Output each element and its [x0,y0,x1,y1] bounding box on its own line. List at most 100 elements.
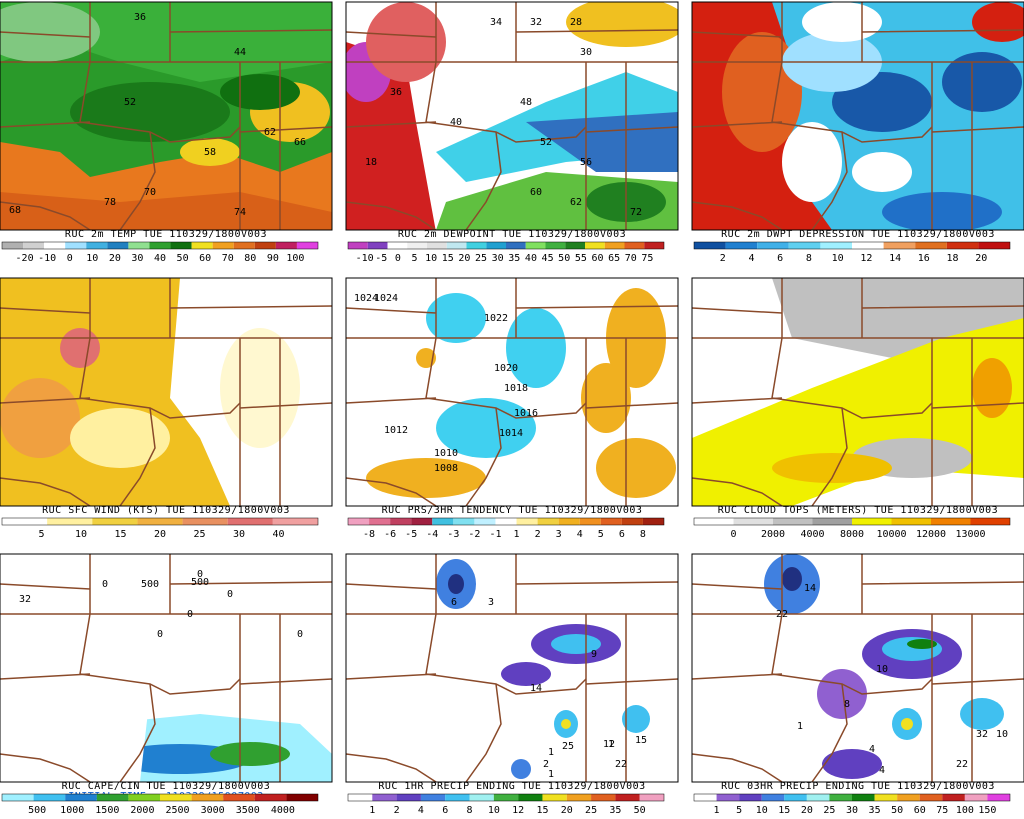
colorbar-swatch [897,794,920,801]
field-blob [972,2,1024,42]
colorbar-swatch [579,518,601,525]
field-region [526,112,678,172]
colorbar-tick-label: 150 [978,805,996,816]
map-label: 10 [996,729,1008,740]
colorbar-swatch [372,794,397,801]
colorbar-tick-label: -6 [384,529,396,540]
colorbar-tick-label: -4 [426,529,438,540]
colorbar-tick-label: 60 [914,805,926,816]
colorbar-swatch [585,242,605,249]
state-border [692,397,783,404]
map-label: 74 [234,207,246,218]
map-label: 6 [451,597,457,608]
colorbar-swatch [445,794,470,801]
colorbar-swatch [852,518,892,525]
map-label: 15 [635,735,647,746]
colorbar-tick-label: 2000 [130,805,154,816]
colorbar-tick-label: 3 [556,529,562,540]
map-label: 3 [488,597,494,608]
colorbar-swatch [600,518,622,525]
colorbar-swatch [852,242,884,249]
colorbar-swatch [883,242,916,249]
field-blob [960,698,1004,730]
colorbar-tick-label: 10 [756,805,768,816]
colorbar-swatch [474,518,496,525]
colorbar-swatch [739,794,762,801]
colorbar-tick-label: 12 [860,253,872,264]
field-blob [972,358,1012,418]
map-label: 1020 [494,363,518,374]
colorbar-tick-label: 20 [975,253,987,264]
state-border [0,397,91,404]
map: 36 44 52 58 62 66 70 74 78 68 [0,2,332,230]
colorbar-swatch [545,242,566,249]
state-border [119,683,156,782]
colorbar-swatch [23,242,45,249]
panel-title: RUC 1HR PRECIP ENDING TUE 110329/1800V00… [378,781,645,792]
colorbar-swatch [47,518,93,525]
field-blob [506,308,566,388]
map-label: 1016 [514,408,538,419]
colorbar-tick-label: 3000 [201,805,225,816]
colorbar-tick-label: 75 [936,805,948,816]
map-label: 1 [548,747,554,758]
colorbar-tick-label: 2500 [166,805,190,816]
colorbar-swatch [33,794,66,801]
state-border [692,121,783,128]
colorbar-tick-label: 12 [512,805,524,816]
map-label: 56 [580,157,592,168]
colorbar-tick-label: 25 [193,529,205,540]
colorbar-swatch [128,794,160,801]
panel: 32000050000500INITIAL TIME = 110329/1500… [0,553,333,816]
colorbar-tick-label: 1500 [95,805,119,816]
map-label: 68 [9,205,21,216]
panel-title: RUC 2m TEMP TUE 110329/1800V003 [65,229,267,240]
state-border [346,673,437,680]
map-label: 0 [102,579,108,590]
map-frame [345,1,679,231]
map-label: 78 [104,197,116,208]
map-label: 14 [804,583,816,594]
state-border [931,126,1024,133]
map-label: 28 [570,17,582,28]
colorbar-swatch [915,242,947,249]
state-border [692,753,783,782]
field-blob [0,378,80,458]
state-border [346,29,678,38]
colorbar-tick-label: 8 [640,529,646,540]
colorbar-tick-label: 90 [267,253,279,264]
colorbar-frame [1,517,319,526]
colorbar-tick-label: 12000 [916,529,946,540]
map-label: 22 [615,759,627,770]
state-border [346,201,437,230]
field-blob [907,639,937,649]
colorbar-tick-label: 3500 [236,805,260,816]
colorbar-tick-label: 1 [714,805,720,816]
colorbar-swatch [65,242,87,249]
colorbar-tick-label: 50 [891,805,903,816]
colorbar-tick-label: 4 [418,805,424,816]
colorbar-swatch [453,518,475,525]
colorbar-tick-label: 40 [154,253,166,264]
colorbar-tick-label: -10 [38,253,56,264]
colorbar-swatch [396,794,421,801]
colorbar-swatch [733,518,773,525]
map-label: 32 [530,17,542,28]
map-frame [0,277,333,507]
colorbar-swatch [348,794,373,801]
colorbar-swatch [694,242,726,249]
field-blob [942,52,1022,112]
colorbar-tick-label: 10 [75,529,87,540]
state-border [119,407,156,506]
map-frame [0,1,333,231]
colorbar-tick-label: 2 [535,529,541,540]
colorbar-tick-label: 20 [109,253,121,264]
state-border [239,126,332,133]
field-blob [817,669,867,719]
colorbar-tick-label: 20 [801,805,813,816]
map-label: 0 [197,569,203,580]
state-border [931,402,1024,409]
field-blob [772,453,892,483]
